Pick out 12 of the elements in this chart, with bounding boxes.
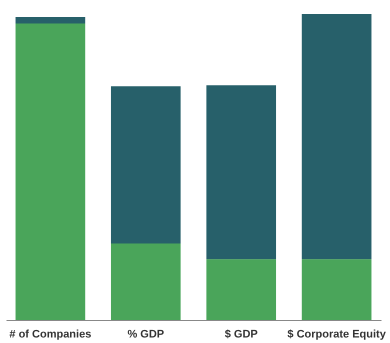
bar xyxy=(206,85,276,260)
x-tick-label: # of Companies xyxy=(9,328,92,340)
x-tick-label: $ Corporate Equity xyxy=(287,328,387,340)
bar xyxy=(16,23,86,320)
bar xyxy=(302,14,372,260)
bar xyxy=(302,259,372,320)
x-tick-label: $ GDP xyxy=(224,328,258,340)
bar xyxy=(16,17,86,24)
bar xyxy=(110,244,181,320)
bar xyxy=(110,86,181,244)
bar xyxy=(206,259,276,320)
x-tick-label: % GDP xyxy=(127,328,164,340)
